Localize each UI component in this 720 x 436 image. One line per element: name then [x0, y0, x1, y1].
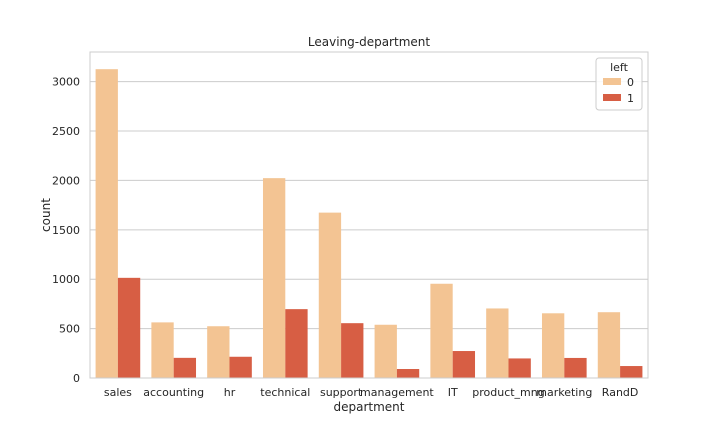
bar-accounting-left-1 — [173, 357, 197, 378]
x-tick-label: management — [360, 386, 434, 399]
bar-technical-left-1 — [285, 309, 308, 378]
x-tick-label: product_mng — [472, 386, 544, 399]
legend-swatch — [603, 78, 621, 85]
bar-technical-left-0 — [262, 178, 286, 378]
x-axis-title: department — [334, 400, 405, 414]
legend-label: 1 — [627, 92, 634, 105]
legend-swatch — [603, 94, 621, 101]
chart-title: Leaving-department — [308, 35, 430, 49]
x-tick-label: RandD — [602, 386, 639, 399]
bar-RandD-left-1 — [620, 366, 643, 378]
bar-product_mng-left-0 — [486, 308, 509, 378]
x-tick-label: technical — [260, 386, 310, 399]
y-axis-title: count — [39, 198, 53, 232]
gridlines — [90, 81, 648, 379]
plot-frame — [89, 51, 649, 379]
legend-items: 01 — [603, 76, 634, 105]
bar-management-left-0 — [374, 324, 397, 378]
bar-marketing-left-1 — [564, 357, 587, 378]
bar-IT-left-1 — [452, 351, 476, 378]
y-tick-label: 2500 — [52, 125, 80, 138]
y-tick-label: 3000 — [52, 76, 80, 89]
bar-sales-left-1 — [117, 277, 141, 378]
bar-hr-left-1 — [229, 356, 252, 378]
bar-marketing-left-0 — [541, 313, 565, 378]
x-tick-label: hr — [224, 386, 236, 399]
bar-product_mng-left-1 — [508, 358, 531, 378]
bar-IT-left-0 — [430, 283, 453, 378]
legend-title: left — [610, 61, 629, 74]
bar-hr-left-0 — [207, 326, 230, 378]
bar-support-left-0 — [318, 212, 342, 378]
y-tick-label: 1500 — [52, 224, 80, 237]
legend-label: 0 — [627, 76, 634, 89]
x-tick-label: support — [320, 386, 363, 399]
x-tick-label: accounting — [143, 386, 204, 399]
legend: left 01 — [595, 57, 643, 111]
x-tick-label: IT — [448, 386, 458, 399]
bars — [95, 69, 643, 379]
x-tick-label: marketing — [536, 386, 592, 399]
bar-support-left-1 — [341, 323, 364, 378]
y-tick-label: 1000 — [52, 273, 80, 286]
x-tick-labels: sales accounting hr technical supportmanagem… — [104, 386, 639, 399]
y-tick-label: 0 — [73, 372, 80, 385]
y-tick-label: 500 — [59, 323, 80, 336]
bar-RandD-left-0 — [597, 312, 621, 378]
y-tick-label: 2000 — [52, 174, 80, 187]
x-tick-label: sales — [104, 386, 132, 399]
bar-sales-left-0 — [95, 69, 118, 379]
y-tick-labels: 0 500 1000 1500 2000 2500 3000 — [52, 76, 80, 385]
bar-accounting-left-0 — [151, 322, 174, 378]
bar-management-left-1 — [396, 369, 420, 378]
